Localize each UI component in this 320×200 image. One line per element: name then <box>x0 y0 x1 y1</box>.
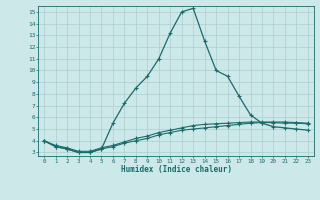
X-axis label: Humidex (Indice chaleur): Humidex (Indice chaleur) <box>121 165 231 174</box>
